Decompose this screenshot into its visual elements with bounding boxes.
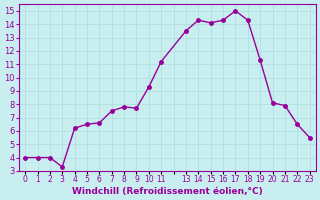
X-axis label: Windchill (Refroidissement éolien,°C): Windchill (Refroidissement éolien,°C)	[72, 187, 263, 196]
